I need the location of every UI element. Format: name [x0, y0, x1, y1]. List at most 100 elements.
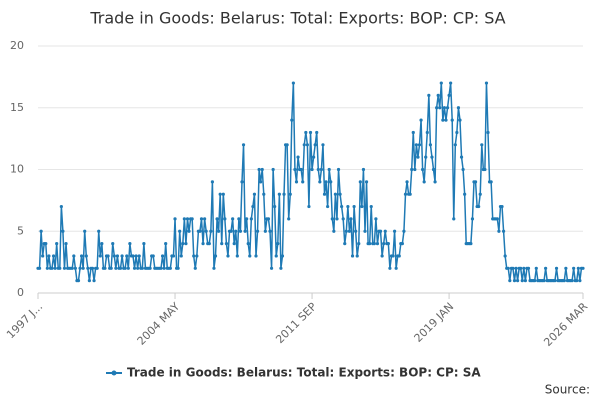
data-point	[336, 167, 341, 172]
data-point	[516, 279, 520, 283]
data-point	[349, 217, 353, 221]
data-point	[405, 180, 409, 184]
data-point	[307, 204, 311, 209]
data-point	[61, 229, 65, 233]
data-point	[207, 242, 211, 246]
data-point	[397, 254, 401, 258]
data-point	[171, 254, 176, 258]
data-point	[58, 266, 62, 270]
data-point	[268, 229, 272, 233]
data-point	[327, 167, 331, 172]
data-point	[553, 279, 557, 283]
data-point	[318, 180, 322, 184]
data-point	[282, 192, 286, 196]
data-point	[442, 106, 447, 110]
data-point	[248, 254, 252, 258]
data-point	[431, 167, 436, 172]
data-point	[438, 106, 442, 110]
data-point	[321, 143, 325, 147]
data-point	[312, 155, 316, 159]
data-point	[333, 192, 338, 196]
data-point	[422, 180, 426, 184]
data-point	[179, 254, 183, 258]
data-point	[372, 242, 376, 246]
data-point	[473, 180, 478, 184]
data-point	[302, 143, 306, 147]
data-point	[276, 242, 280, 246]
data-point	[453, 143, 457, 147]
data-point	[433, 180, 437, 184]
data-point	[204, 229, 208, 233]
data-point	[78, 266, 82, 270]
data-point	[495, 217, 499, 221]
legend-label: Trade in Goods: Belarus: Total: Exports:…	[127, 366, 481, 380]
data-point	[338, 192, 342, 196]
data-point	[501, 229, 506, 233]
data-point	[243, 229, 247, 233]
data-point	[148, 266, 152, 270]
data-point	[210, 180, 214, 184]
data-point	[215, 217, 219, 221]
x-tick-label: 2011 SEP	[273, 300, 319, 346]
data-point	[103, 266, 107, 270]
data-point	[195, 254, 199, 258]
data-point	[357, 242, 361, 246]
data-point	[346, 204, 350, 209]
data-point	[187, 229, 191, 233]
data-point	[511, 266, 515, 270]
data-point	[100, 242, 104, 246]
data-point	[81, 266, 85, 270]
data-point	[142, 242, 146, 246]
data-point	[51, 254, 56, 258]
data-point	[520, 279, 524, 283]
data-point	[576, 266, 580, 270]
data-point	[449, 81, 453, 85]
data-point	[506, 266, 510, 270]
data-point	[500, 204, 504, 209]
data-point	[354, 229, 358, 233]
data-point	[324, 180, 328, 184]
data-point	[209, 229, 213, 233]
data-point	[279, 266, 283, 270]
data-point	[231, 217, 235, 221]
data-point	[134, 254, 138, 258]
data-point	[335, 217, 339, 221]
data-point	[478, 192, 482, 196]
data-point	[246, 242, 250, 246]
data-point	[290, 118, 294, 122]
data-point	[435, 106, 439, 110]
data-point	[394, 266, 398, 270]
data-point	[109, 266, 113, 270]
x-tick-label: 2019 JAN	[412, 300, 457, 345]
data-point	[570, 279, 574, 283]
data-point	[44, 242, 48, 246]
data-point	[512, 279, 517, 283]
data-point	[329, 180, 333, 184]
data-point	[544, 266, 548, 270]
data-point	[427, 93, 431, 97]
data-point	[185, 217, 190, 221]
data-point	[235, 254, 239, 258]
data-point	[542, 279, 546, 283]
data-point	[273, 204, 277, 209]
data-point	[360, 204, 364, 209]
source: Source:	[545, 383, 590, 397]
data-point	[263, 229, 267, 233]
data-point	[330, 217, 334, 221]
data-point	[234, 229, 238, 233]
series-line	[38, 82, 583, 282]
data-point	[259, 180, 263, 184]
data-point	[503, 254, 507, 258]
data-point	[198, 229, 202, 233]
data-point	[313, 143, 317, 147]
data-point	[416, 155, 420, 159]
data-point	[315, 130, 319, 135]
data-point	[251, 204, 255, 209]
data-point	[386, 242, 390, 246]
data-point	[95, 266, 99, 270]
data-point	[402, 229, 406, 233]
data-point	[439, 81, 443, 85]
data-point	[199, 217, 204, 221]
data-point	[41, 254, 45, 258]
data-point	[237, 217, 241, 221]
